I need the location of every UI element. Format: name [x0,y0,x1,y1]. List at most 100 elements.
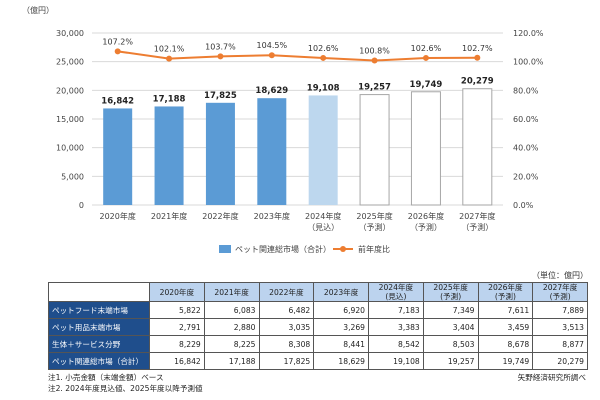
footnote-1: 注1. 小売金額（末端金額）ベース [48,373,164,382]
y-left-tick-label: 15,000 [56,115,84,124]
combo-chart: （億円） 16,842 17,188 17,825 18,629 19,108 19,25… [22,5,544,254]
y-left-tick-label: 10,000 [56,144,84,153]
x-tick-label: 2022年度 [202,211,238,221]
bar [257,98,287,205]
table-cell: 7,183 [368,301,424,319]
bar-value-label: 19,257 [358,83,391,93]
table-cell: 5,822 [149,301,205,319]
bar-value-label: 20,279 [461,77,494,87]
ratio-value-label: 104.5% [257,41,288,50]
ratio-point [320,54,327,61]
y-left-tick-label: 0 [79,201,84,210]
table-column-header: 2027年度 (予測) [532,282,588,302]
table-row-label: 生体＋サービス分野 [48,335,150,353]
y-left-tick-label: 25,000 [56,58,84,67]
y-left-tick-label: 20,000 [56,86,84,95]
table-cell: 8,229 [149,335,205,353]
x-tick-label: 2027年度 [459,211,495,221]
y-right-tick-label: 40.0% [513,144,539,153]
data-table: 2020年度 2021年度 2022年度 2023年度 2024年度 (見込) 2025年度… [48,282,588,370]
table-cell: 19,749 [477,352,534,370]
ratio-point [422,54,429,61]
table-cell: 20,279 [532,352,588,370]
bar [205,102,235,205]
table-cell: 6,482 [258,301,315,319]
source-credit: 矢野経済研究所調べ [517,373,586,382]
table-row: ペット用品末端市場 2,791 2,880 3,035 3,269 3,383 3,404 3… [48,318,588,336]
table-unit-note: （単位：億円） [532,271,588,280]
bar [462,88,493,206]
ratio-value-label: 102.7% [462,44,493,53]
ratio-line [117,50,478,62]
y-right-tick-label: 60.0% [513,115,539,124]
ratio-point [217,53,224,60]
bar [410,91,441,206]
legend-bar-label: ペット関連総市場（合計） [235,244,331,254]
bar [103,108,133,205]
ratio-point [166,55,173,62]
table-cell: 2,880 [203,318,260,336]
table-column-header: 2021年度 [203,282,260,302]
legend: ペット関連総市場（合計） 前年度比 [219,244,390,254]
table-column-header: 2020年度 [149,282,205,302]
x-tick-label: （予測） [461,222,493,232]
x-tick-label: 2025年度 [356,211,392,221]
ratio-point [371,57,378,64]
x-tick-label: （見込） [307,223,339,232]
ratio-value-label: 103.7% [205,42,236,51]
table-column-header: 2023年度 [313,282,369,302]
table-cell: 8,503 [422,335,479,353]
table-body: ペットフード末端市場 5,822 6,083 6,482 6,920 7,183 7,349… [48,301,588,370]
table-row: ペットフード末端市場 5,822 6,083 6,482 6,920 7,183 7,349… [48,301,588,319]
y-right-tick-label: 20.0% [513,172,539,181]
table-cell: 8,308 [258,335,315,353]
bar [308,95,338,205]
footnote-2: 注2. 2024年度見込値、2025年度以降予測値 [48,384,203,393]
table-cell: 7,611 [477,301,534,319]
x-tick-label: 2023年度 [254,211,290,221]
table-cell: 3,513 [532,318,588,336]
bar-value-label: 19,108 [307,83,340,93]
table-column-header: 2026年度 (予測) [477,282,534,302]
table-header-row: 2020年度 2021年度 2022年度 2023年度 2024年度 (見込) 2025年度… [48,282,588,302]
x-tick-label: 2020年度 [100,211,136,221]
table-cell: 8,542 [368,335,424,353]
table-cell: 17,188 [203,352,260,370]
table-cell: 7,889 [532,301,588,319]
axes: 0 0.0% 5,000 20.0% 10,000 40.0% 15,000 60.0% 20,… [56,29,544,232]
table-column-header: 2025年度 (予測) [422,282,479,302]
footnotes: 注1. 小売金額（末端金額）ベース 注2. 2024年度見込値、2025年度以降… [48,372,203,394]
ratio-value-label: 107.2% [102,37,133,46]
bar-series: 16,842 17,188 17,825 18,629 19,108 19,257 19,7… [101,77,494,206]
table-cell: 18,629 [313,352,369,370]
table-row-label: ペット関連総市場（合計） [48,352,150,370]
table-cell: 17,825 [258,352,315,370]
table-cell: 16,842 [149,352,205,370]
x-tick-label: （予測） [410,222,442,232]
table-row: 生体＋サービス分野 8,229 8,225 8,308 8,441 8,542 8,503 8… [48,335,588,353]
table-cell: 6,083 [203,301,260,319]
table-column-header: 2024年度 (見込) [368,282,424,302]
bar-value-label: 19,749 [410,80,443,90]
legend-line-marker [340,246,346,252]
table-cell: 19,108 [368,352,424,370]
table-corner-cell [48,282,150,302]
y-right-tick-label: 100.0% [513,58,544,67]
bar-value-label: 16,842 [101,96,134,106]
ratio-value-label: 100.8% [359,47,390,56]
y-axis-unit: （億円） [22,5,54,15]
table-row-label: ペットフード末端市場 [48,301,150,319]
table-cell: 3,383 [368,318,424,336]
table-cell: 6,920 [313,301,369,319]
table-cell: 8,678 [477,335,534,353]
ratio-point [114,48,121,55]
x-tick-label: 2026年度 [408,211,444,221]
ratio-value-label: 102.6% [308,44,339,53]
table-cell: 19,257 [422,352,479,370]
table-column-header: 2022年度 [258,282,315,302]
y-left-tick-label: 30,000 [56,29,84,38]
y-left-tick-label: 5,000 [61,172,84,181]
y-right-tick-label: 0.0% [513,201,534,210]
ratio-value-label: 102.1% [154,45,185,54]
table-cell: 8,225 [203,335,260,353]
